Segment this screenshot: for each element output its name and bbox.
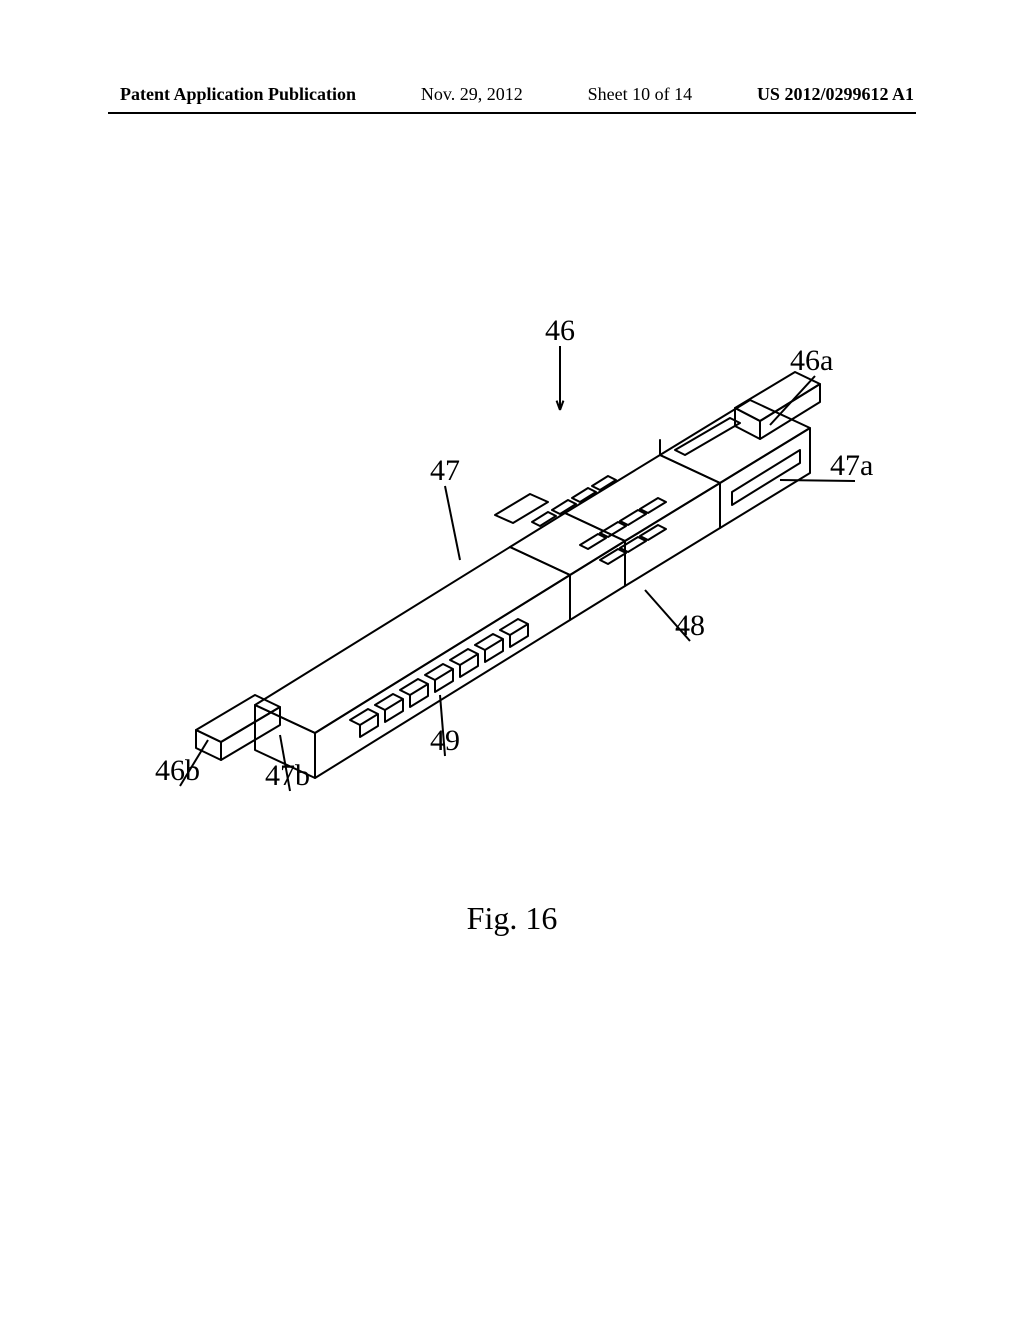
ref-label-47a: 47a [830,449,873,482]
page-header: Patent Application Publication Nov. 29, … [120,84,914,105]
figure-caption: Fig. 16 [0,900,1024,937]
patent-page: Patent Application Publication Nov. 29, … [0,0,1024,1320]
ref-label-47b: 47b [265,759,310,792]
sheet-number: Sheet 10 of 14 [588,84,692,105]
ref-label-46: 46 [545,314,575,347]
ref-label-47: 47 [430,454,460,487]
ref-label-49: 49 [430,724,460,757]
ref-label-46b: 46b [155,754,200,787]
publication-number: US 2012/0299612 A1 [757,84,914,105]
figure-svg: 46 46a 47a 47 48 49 46b 47b [100,290,920,930]
ref-label-46a: 46a [790,344,833,377]
publication-date: Nov. 29, 2012 [421,84,523,105]
ref-label-48: 48 [675,609,705,642]
header-rule [108,112,916,114]
figure-16: 46 46a 47a 47 48 49 46b 47b [100,290,920,930]
publication-type: Patent Application Publication [120,84,356,105]
